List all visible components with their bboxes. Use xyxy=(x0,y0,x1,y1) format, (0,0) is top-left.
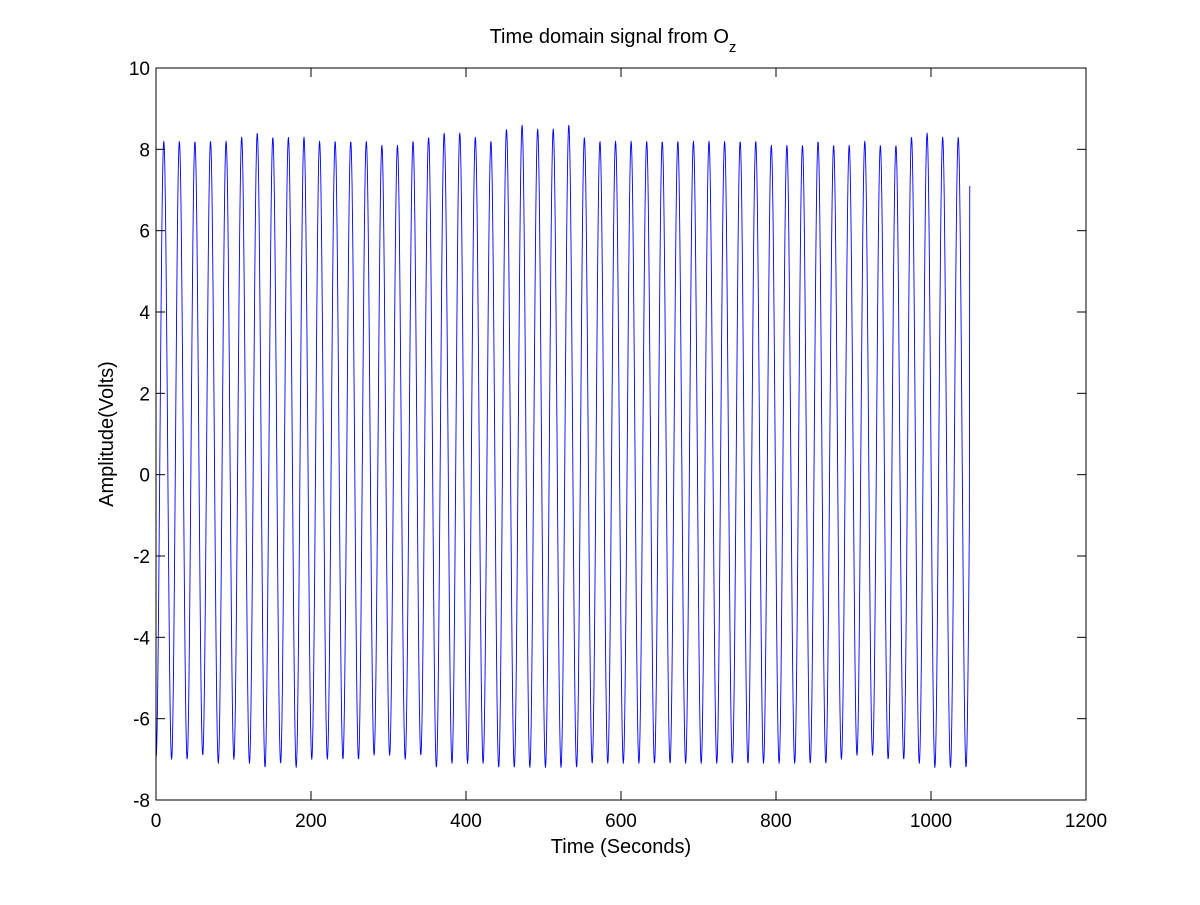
x-tick-label: 600 xyxy=(605,811,637,832)
y-tick-label: 4 xyxy=(139,303,150,324)
chart-title-subscript: z xyxy=(729,39,737,56)
y-tick-label: -4 xyxy=(133,628,150,649)
y-tick-label: 2 xyxy=(139,384,150,405)
x-axis: 0 200 400 600 800 1000 1200 xyxy=(151,68,1107,832)
y-tick-label: 8 xyxy=(139,140,150,161)
chart-title-main: Time domain signal from O xyxy=(490,26,729,48)
x-tick-label: 0 xyxy=(151,811,162,832)
x-tick-label: 200 xyxy=(295,811,327,832)
signal-layer xyxy=(155,124,971,768)
x-tick-label: 400 xyxy=(450,811,482,832)
y-tick-label: -8 xyxy=(133,791,150,812)
y-tick-label: -2 xyxy=(133,547,150,568)
y-tick-label: 0 xyxy=(139,466,150,487)
x-tick-label: 1000 xyxy=(910,811,952,832)
y-tick-label: 6 xyxy=(139,222,150,243)
y-axis-label: Amplitude(Volts) xyxy=(96,361,118,507)
y-tick-label: 10 xyxy=(129,59,150,80)
y-tick-label: -6 xyxy=(133,710,150,731)
chart-title: Time domain signal from Oz xyxy=(490,26,737,56)
x-axis-label: Time (Seconds) xyxy=(551,836,691,858)
x-tick-label: 800 xyxy=(760,811,792,832)
signal-series-line xyxy=(155,124,971,768)
x-tick-label: 1200 xyxy=(1065,811,1107,832)
y-axis: -8 -6 -4 -2 0 2 4 6 8 10 xyxy=(129,59,1086,812)
